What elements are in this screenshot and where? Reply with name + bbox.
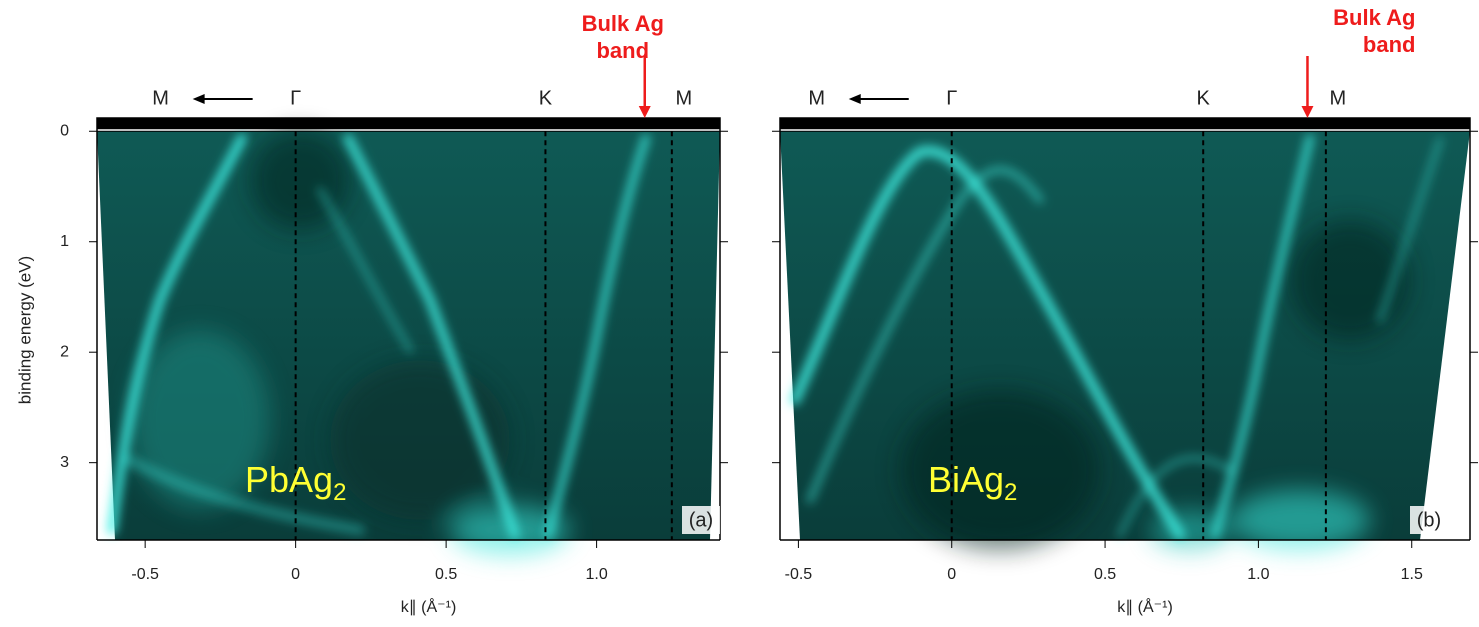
axis-frame <box>779 117 1471 540</box>
symmetry-label: M <box>808 87 825 109</box>
symmetry-label: K <box>1197 87 1211 109</box>
panel-label: (b) <box>1417 509 1441 531</box>
symmetry-label: M <box>1330 87 1347 109</box>
x-tick-label: 1.5 <box>1401 566 1423 583</box>
panel-label: (a) <box>689 509 713 531</box>
x-tick-label: 0.5 <box>1094 566 1116 583</box>
axis-frame <box>96 117 721 540</box>
x-tick-label: 1.0 <box>585 566 607 583</box>
sample-label: BiAg2 <box>928 459 1017 507</box>
x-tick-label: 1.0 <box>1247 566 1269 583</box>
symmetry-label: M <box>676 87 693 109</box>
fermi-bar <box>780 118 1470 130</box>
y-axis-label: binding energy (eV) <box>15 256 34 404</box>
fermi-bar <box>97 118 720 130</box>
sample-subscript: 2 <box>1004 479 1017 506</box>
y-tick-label: 2 <box>60 343 69 360</box>
sample-subscript: 2 <box>333 479 346 506</box>
spectrum-b <box>780 131 1470 550</box>
annotation-text: Bulk Ag band <box>1333 5 1416 57</box>
x-tick-label: -0.5 <box>785 566 813 583</box>
x-tick-label: 0 <box>947 566 956 583</box>
symmetry-label: M <box>152 87 169 109</box>
y-tick-label: 0 <box>60 122 69 139</box>
sample-name: BiAg <box>928 459 1004 500</box>
sample-label: PbAg2 <box>245 459 346 507</box>
annotation-arrow-head <box>1301 106 1314 118</box>
annotation-text: Bulk Ag band <box>581 11 664 63</box>
x-tick-label: -0.5 <box>131 566 159 583</box>
panel-label-bg <box>1410 506 1448 534</box>
symmetry-label: Γ <box>290 87 301 109</box>
direction-arrow-head <box>848 94 861 104</box>
panel-label-bg <box>682 506 720 534</box>
x-axis-label: k∥ (Å⁻¹) <box>1117 597 1173 616</box>
sample-name: PbAg <box>245 459 333 500</box>
symmetry-label: Γ <box>946 87 957 109</box>
x-tick-label: 0.5 <box>435 566 457 583</box>
annotation-arrow-head <box>638 106 651 118</box>
y-tick-label: 1 <box>60 233 69 250</box>
x-tick-label: 0 <box>291 566 300 583</box>
x-axis-label: k∥ (Å⁻¹) <box>401 597 457 616</box>
y-tick-label: 3 <box>60 454 69 471</box>
symmetry-label: K <box>539 87 553 109</box>
direction-arrow-head <box>192 94 205 104</box>
spectrum-a <box>97 130 720 555</box>
